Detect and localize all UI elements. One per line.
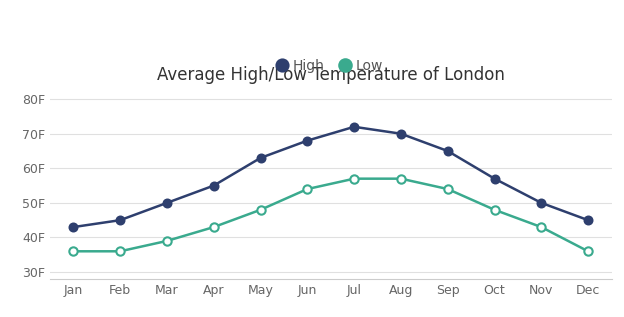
- High: [257, 156, 265, 160]
- High: [116, 218, 124, 222]
- Low: [537, 225, 545, 229]
- High: [210, 184, 217, 187]
- Low: [210, 225, 217, 229]
- Line: Low: Low: [69, 174, 592, 256]
- High: [537, 201, 545, 205]
- High: [350, 125, 358, 129]
- High: [444, 149, 451, 153]
- Low: [490, 208, 498, 212]
- High: [397, 132, 404, 136]
- Low: [350, 177, 358, 181]
- Line: High: High: [69, 123, 592, 231]
- Title: Average High/Low Temperature of London: Average High/Low Temperature of London: [157, 67, 505, 84]
- Low: [257, 208, 265, 212]
- Low: [397, 177, 404, 181]
- High: [584, 218, 592, 222]
- High: [163, 201, 170, 205]
- Low: [116, 249, 124, 253]
- High: [69, 225, 77, 229]
- Low: [584, 249, 592, 253]
- Legend: High, Low: High, Low: [273, 54, 388, 79]
- Low: [163, 239, 170, 243]
- Low: [303, 187, 311, 191]
- High: [303, 139, 311, 143]
- High: [490, 177, 498, 181]
- Low: [69, 249, 77, 253]
- Low: [444, 187, 451, 191]
